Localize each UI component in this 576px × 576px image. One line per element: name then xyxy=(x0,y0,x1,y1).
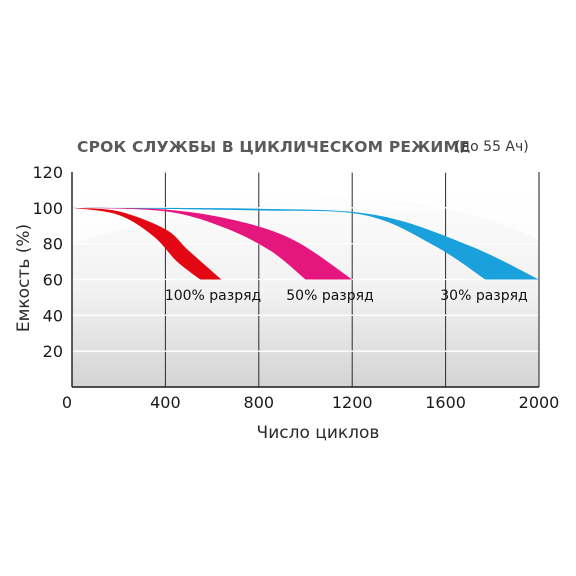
series-band-1 xyxy=(72,207,353,280)
x-tick-label-2: 800 xyxy=(244,393,275,412)
axes xyxy=(71,172,540,388)
y-tick-label-0: 20 xyxy=(43,342,63,361)
x-tick-label-5: 2000 xyxy=(519,393,560,412)
x-tick-label-0: 0 xyxy=(62,393,72,412)
series-labels: 100% разряд 50% разряд 30% разряд xyxy=(165,288,528,304)
series-bands xyxy=(72,207,539,280)
y-tick-label-2: 60 xyxy=(43,271,63,290)
series-band-2 xyxy=(72,207,539,280)
plot-highlight xyxy=(72,172,539,243)
y-tick-label-5: 120 xyxy=(32,163,63,182)
x-axis-label: Число циклов xyxy=(257,423,380,443)
y-tick-label-4: 100 xyxy=(32,199,63,218)
tick-labels: 0 400 800 1200 1600 2000 20 40 60 80 100 120 xyxy=(32,163,559,412)
series-label-0: 100% разряд xyxy=(165,288,261,304)
chart-title-main: СРОК СЛУЖБЫ В ЦИКЛИЧЕСКОМ РЕЖИМЕ xyxy=(77,138,470,156)
x-tick-label-4: 1600 xyxy=(425,393,466,412)
series-label-1: 50% разряд xyxy=(286,288,373,304)
x-tick-label-1: 400 xyxy=(150,393,181,412)
x-tick-label-3: 1200 xyxy=(332,393,373,412)
y-tick-label-3: 80 xyxy=(43,235,63,254)
y-tick-label-1: 40 xyxy=(43,306,63,325)
series-label-2: 30% разряд xyxy=(440,288,527,304)
chart-title: СРОК СЛУЖБЫ В ЦИКЛИЧЕСКОМ РЕЖИМЕ (до 55 … xyxy=(77,138,529,156)
chart-subtitle: (до 55 Ач) xyxy=(455,139,529,155)
y-axis-label: Емкость (%) xyxy=(14,224,34,332)
series-band-0 xyxy=(72,207,222,280)
